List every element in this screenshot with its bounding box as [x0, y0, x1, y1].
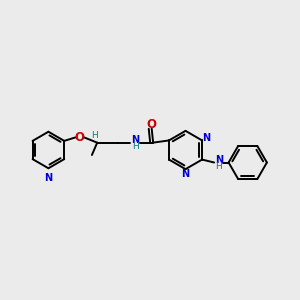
Text: H: H: [91, 131, 98, 140]
Text: N: N: [202, 133, 210, 143]
Text: N: N: [44, 173, 52, 183]
Text: O: O: [74, 131, 85, 144]
Text: N: N: [215, 155, 223, 165]
Text: H: H: [132, 142, 139, 151]
Text: O: O: [147, 118, 157, 131]
Text: H: H: [215, 162, 222, 171]
Text: N: N: [131, 135, 140, 145]
Text: N: N: [182, 169, 190, 179]
